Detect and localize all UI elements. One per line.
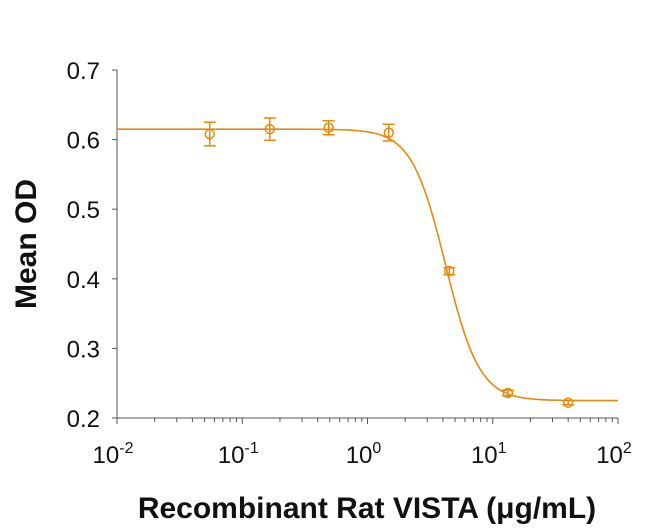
- point-marker: [444, 265, 455, 277]
- y-tick-label: 0.4: [67, 267, 100, 294]
- y-tick-label: 0.7: [67, 58, 100, 85]
- point-marker: [562, 397, 574, 408]
- data-point: [322, 120, 335, 136]
- fit-curve-layer: [117, 128, 618, 402]
- x-tick-label: 10-2: [93, 440, 134, 469]
- point-marker: [264, 123, 276, 135]
- y-tick-label: 0.2: [67, 406, 100, 433]
- data-point: [203, 121, 216, 147]
- y-tick-label: 0.5: [67, 197, 100, 224]
- axes: [112, 69, 619, 424]
- y-tick-label: 0.6: [67, 128, 100, 155]
- x-tick-label: 10-1: [218, 440, 259, 469]
- tick-labels-layer: 0.2 0.3 0.4 0.5 0.6 0.7 10-2 10-1 100 101 102: [67, 58, 632, 469]
- x-tick-label: 102: [596, 440, 632, 469]
- point-marker: [323, 122, 334, 134]
- data-point: [382, 123, 395, 142]
- data-point: [263, 117, 276, 142]
- point-marker: [204, 128, 215, 140]
- data-points-layer: [203, 117, 575, 408]
- point-marker: [383, 127, 395, 138]
- x-tick-label: 101: [471, 440, 507, 469]
- point-marker: [502, 387, 514, 399]
- x-tick-label: 100: [346, 440, 382, 469]
- data-point: [562, 397, 575, 408]
- data-point: [501, 387, 514, 399]
- y-tick-label: 0.3: [67, 336, 100, 363]
- x-axis-title: Recombinant Rat VISTA (μg/mL): [138, 492, 596, 525]
- fit-curve: [117, 128, 618, 402]
- data-point: [443, 265, 456, 277]
- y-axis-title: Mean OD: [10, 179, 43, 309]
